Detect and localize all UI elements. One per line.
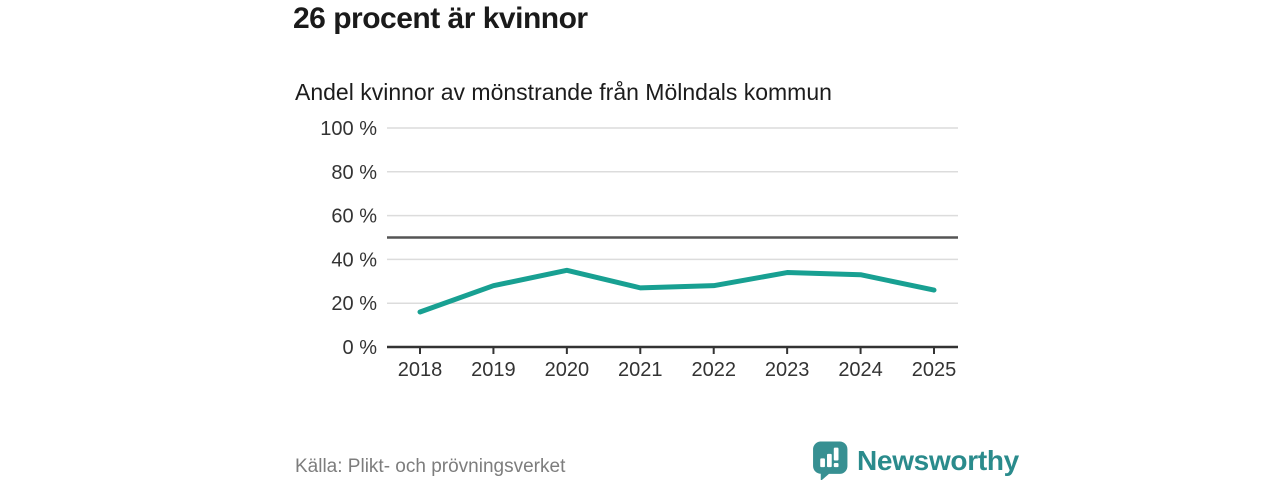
x-tick-label: 2023	[765, 359, 810, 381]
brand-name: Newsworthy	[857, 445, 1019, 476]
source-attribution: Källa: Plikt- och prövningsverket	[295, 456, 566, 477]
x-tick-label: 2025	[912, 359, 957, 381]
chart-subtitle: Andel kvinnor av mönstrande från Mölndal…	[295, 79, 832, 105]
y-tick-label: 0 %	[343, 337, 378, 359]
page-title: 26 procent är kvinnor	[293, 2, 588, 35]
y-tick-label: 100 %	[320, 118, 377, 140]
y-tick-label: 40 %	[331, 249, 377, 271]
x-tick-label: 2020	[545, 359, 590, 381]
y-tick-label: 20 %	[331, 293, 377, 315]
y-tick-label: 60 %	[331, 206, 377, 228]
x-tick-label: 2018	[398, 359, 443, 381]
x-tick-label: 2022	[691, 359, 736, 381]
x-tick-label: 2019	[471, 359, 516, 381]
x-tick-label: 2024	[838, 359, 883, 381]
x-tick-label: 2021	[618, 359, 663, 381]
y-tick-label: 80 %	[331, 162, 377, 184]
line-chart: 2018 2019 2020 2021 2022 2023 2024 2025 0 % 20 % 4…	[320, 118, 958, 381]
data-line-andel-kvinnor	[417, 267, 937, 315]
newsworthy-brand: Newsworthy	[812, 441, 1019, 480]
bar-chart-speech-bubble-icon	[813, 441, 848, 480]
